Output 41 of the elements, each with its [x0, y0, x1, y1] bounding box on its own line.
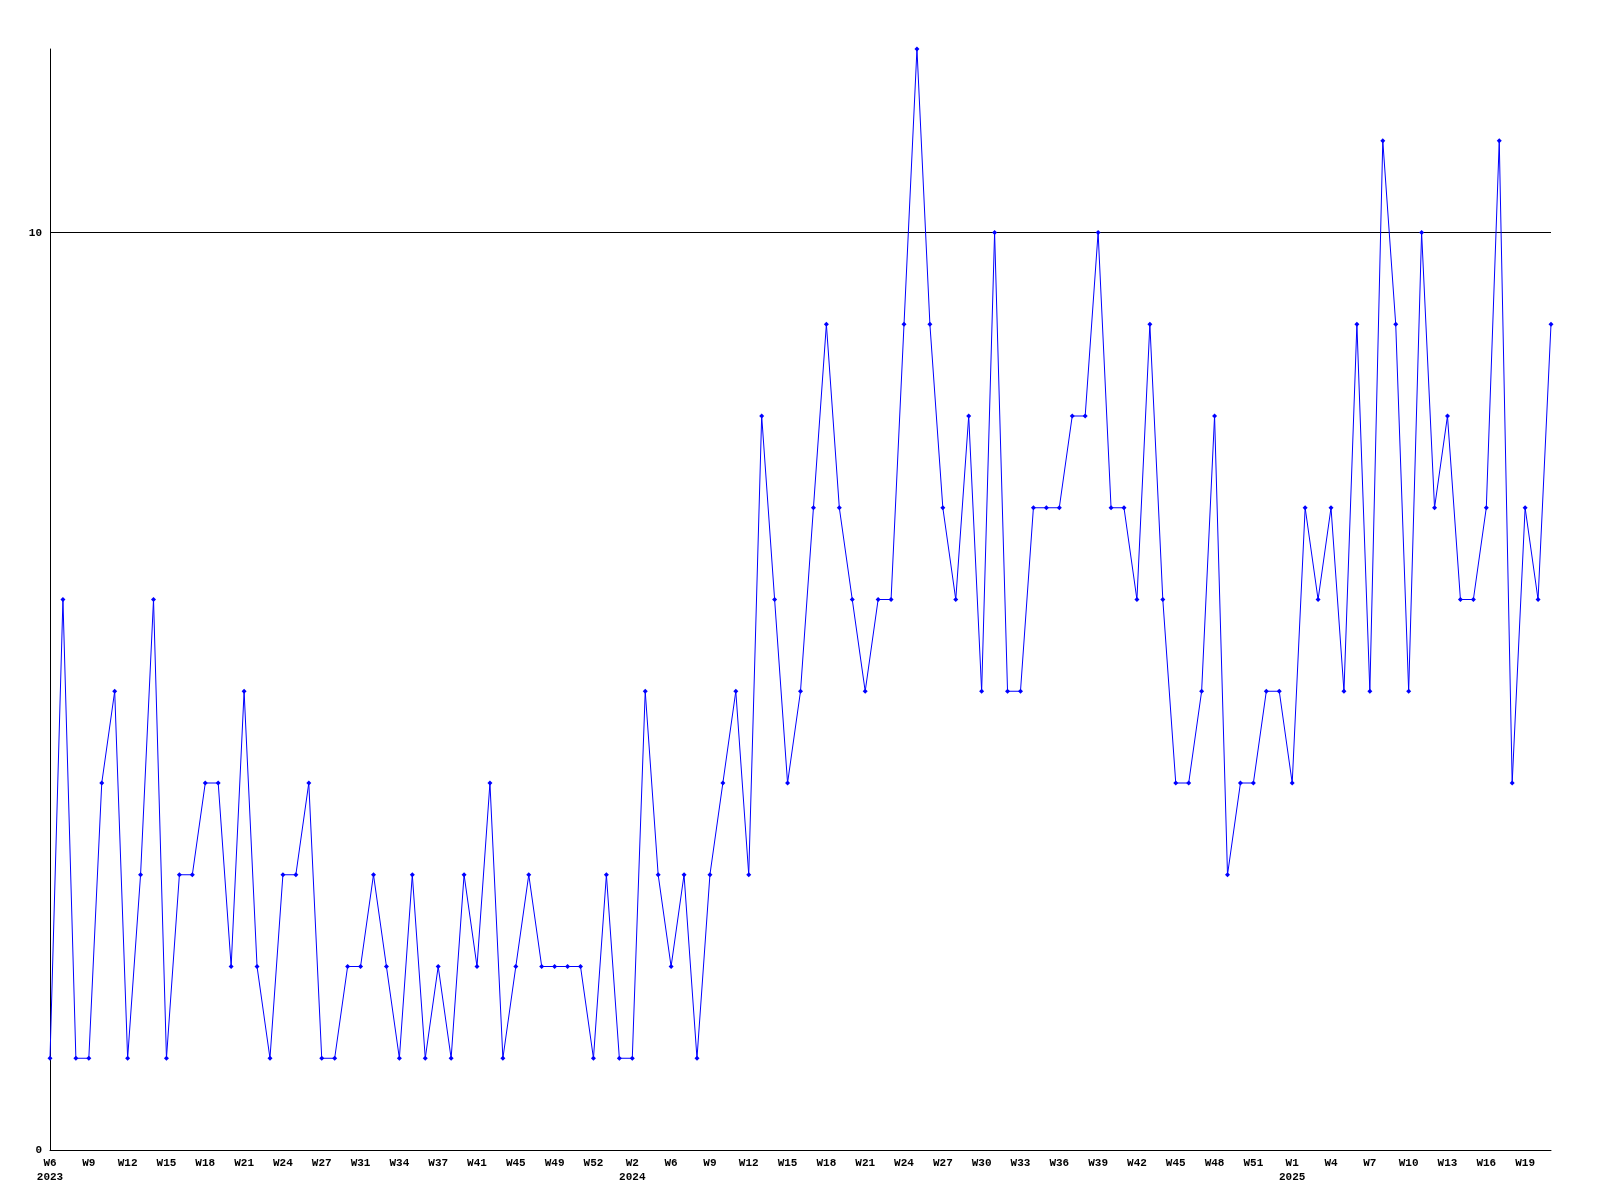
- x-tick-label: W15: [156, 1157, 177, 1169]
- x-tick-label: W18: [816, 1157, 837, 1169]
- x-tick-label: W45: [505, 1157, 527, 1169]
- x-tick-label: W12: [738, 1157, 759, 1169]
- x-tick-label: W16: [1476, 1157, 1497, 1169]
- x-tick-label: W6 2023: [36, 1157, 64, 1183]
- x-tick-label: W24: [894, 1157, 915, 1169]
- x-tick-label: W30: [971, 1157, 992, 1169]
- x-tick-label: W42: [1127, 1157, 1147, 1169]
- x-tick-label: W4: [1324, 1157, 1339, 1169]
- x-tick-label: W18: [195, 1157, 216, 1169]
- x-tick-label: W34: [389, 1157, 410, 1169]
- x-tick-label: W9: [82, 1157, 96, 1169]
- x-tick-label: W36: [1049, 1157, 1070, 1169]
- x-tick-label: W41: [467, 1157, 488, 1169]
- x-tick-label: W27: [311, 1157, 332, 1169]
- y-tick-label: 10: [28, 226, 42, 239]
- x-tick-label: W52: [583, 1157, 604, 1169]
- x-tick-label: W19: [1515, 1157, 1536, 1169]
- x-tick-label: W21: [234, 1157, 255, 1169]
- x-tick-label: W6: [664, 1157, 678, 1169]
- y-tick-label: 0: [35, 1144, 42, 1156]
- x-tick-label: W1 2025: [1279, 1157, 1306, 1183]
- x-tick-label: W9: [703, 1157, 717, 1169]
- x-tick-label: W49: [544, 1157, 565, 1169]
- x-tick-label: W27: [932, 1157, 953, 1169]
- x-tick-label: W39: [1088, 1157, 1109, 1169]
- x-tick-label: W37: [428, 1157, 449, 1169]
- x-tick-label: W51: [1243, 1157, 1264, 1169]
- x-tick-label: W13: [1437, 1157, 1458, 1169]
- x-tick-label: W15: [777, 1157, 798, 1169]
- x-tick-label: W48: [1204, 1157, 1225, 1169]
- x-tick-label: W31: [350, 1157, 371, 1169]
- x-tick-label: W2 2024: [619, 1157, 646, 1183]
- x-tick-label: W24: [273, 1157, 294, 1169]
- x-tick-label: W21: [855, 1157, 876, 1169]
- x-tick-label: W45: [1165, 1157, 1187, 1169]
- x-tick-label: W33: [1010, 1157, 1031, 1169]
- x-tick-label: W7: [1363, 1157, 1377, 1169]
- x-tick-label: W10: [1398, 1157, 1419, 1169]
- x-tick-label: W12: [117, 1157, 138, 1169]
